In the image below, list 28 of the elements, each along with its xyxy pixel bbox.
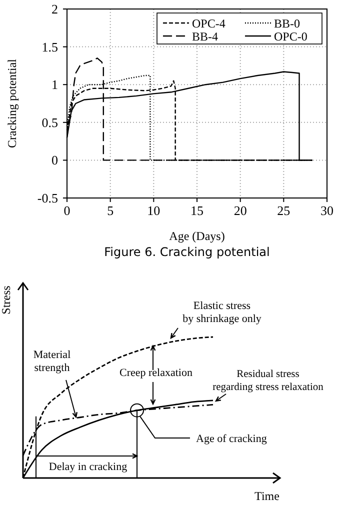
- legend-label: BB-4: [192, 30, 218, 44]
- annotation: Age of cracking: [196, 433, 268, 445]
- legend-label: OPC-4: [192, 16, 226, 30]
- x-tick-label: 25: [277, 203, 290, 218]
- annotation: Residual stress regarding stress relaxation: [212, 369, 324, 393]
- x-axis-title: Age (Days): [169, 229, 225, 243]
- y-tick-label: 1: [52, 77, 58, 92]
- y-tick-label: 1.5: [42, 39, 58, 54]
- x-tick-label: 0: [64, 203, 70, 218]
- legend-label: OPC-0: [274, 30, 308, 44]
- annotation: Creep relaxation: [120, 367, 193, 379]
- y-axis-title: Stress: [0, 285, 13, 314]
- y-axis-title: Cracking potential: [5, 58, 19, 148]
- x-tick-label: 30: [320, 203, 334, 218]
- x-tick-label: 15: [190, 203, 204, 218]
- legend-label: BB-0: [274, 16, 300, 30]
- y-tick-label: 0: [52, 152, 58, 168]
- x-tick-label: 20: [234, 203, 247, 218]
- x-tick-label: 5: [107, 203, 114, 218]
- text: Figure 6. Cracking potential: [104, 245, 270, 259]
- annotation: Material strength: [33, 349, 71, 374]
- x-tick-label: 10: [147, 203, 160, 218]
- text: Elastic stress by shrinkage only: [182, 300, 262, 325]
- annotation: Delay in cracking: [48, 461, 128, 473]
- x-axis-title: Time: [254, 489, 280, 503]
- y-tick-label: 0.5: [42, 114, 58, 130]
- y-tick-label: 2: [52, 2, 58, 16]
- y-tick-label: -0.5: [37, 190, 58, 206]
